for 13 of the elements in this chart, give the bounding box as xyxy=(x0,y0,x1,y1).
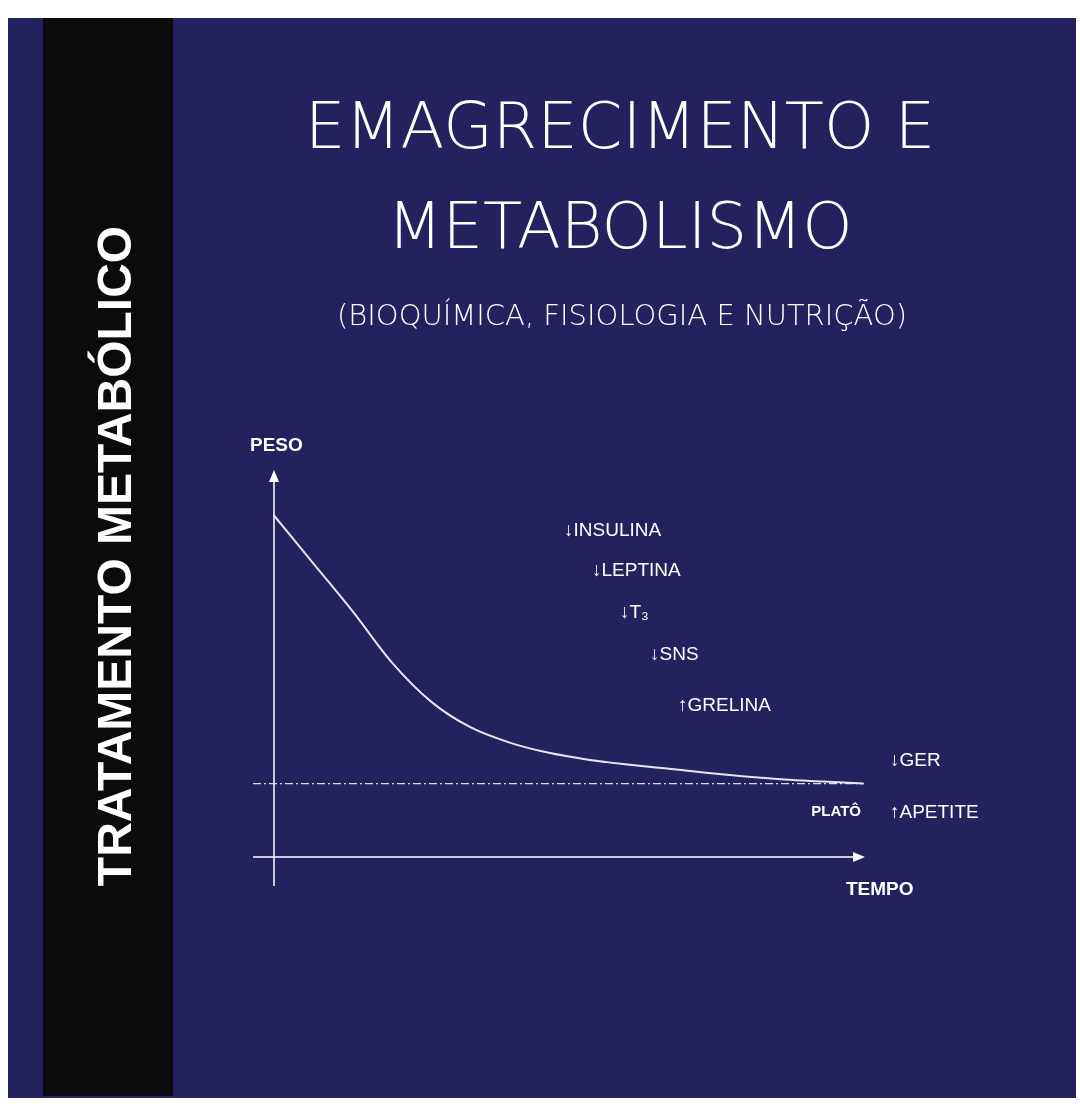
annotation: ↓INSULINA xyxy=(564,519,662,540)
annotation: ↓SNS xyxy=(650,643,699,664)
ref-line-label: PLATÔ xyxy=(811,801,862,819)
text: ↑APETITE xyxy=(890,801,979,822)
text: TRATAMENTO METABÓLICO xyxy=(87,225,141,887)
annotation: ↓T₃ xyxy=(620,601,649,622)
chart-subtitle: (BIOQUÍMICA, FISIOLOGIA E NUTRIÇÃO) xyxy=(336,298,908,332)
text: ↓GER xyxy=(890,749,941,770)
annotation: ↑GRELINA xyxy=(678,694,772,715)
chart-title: EMAGRECIMENTO E METABOLISMO xyxy=(304,89,936,263)
y-axis-title: PESO xyxy=(250,434,303,455)
x-axis-title: TEMPO xyxy=(846,878,914,899)
annotation: ↓LEPTINA xyxy=(592,559,682,580)
